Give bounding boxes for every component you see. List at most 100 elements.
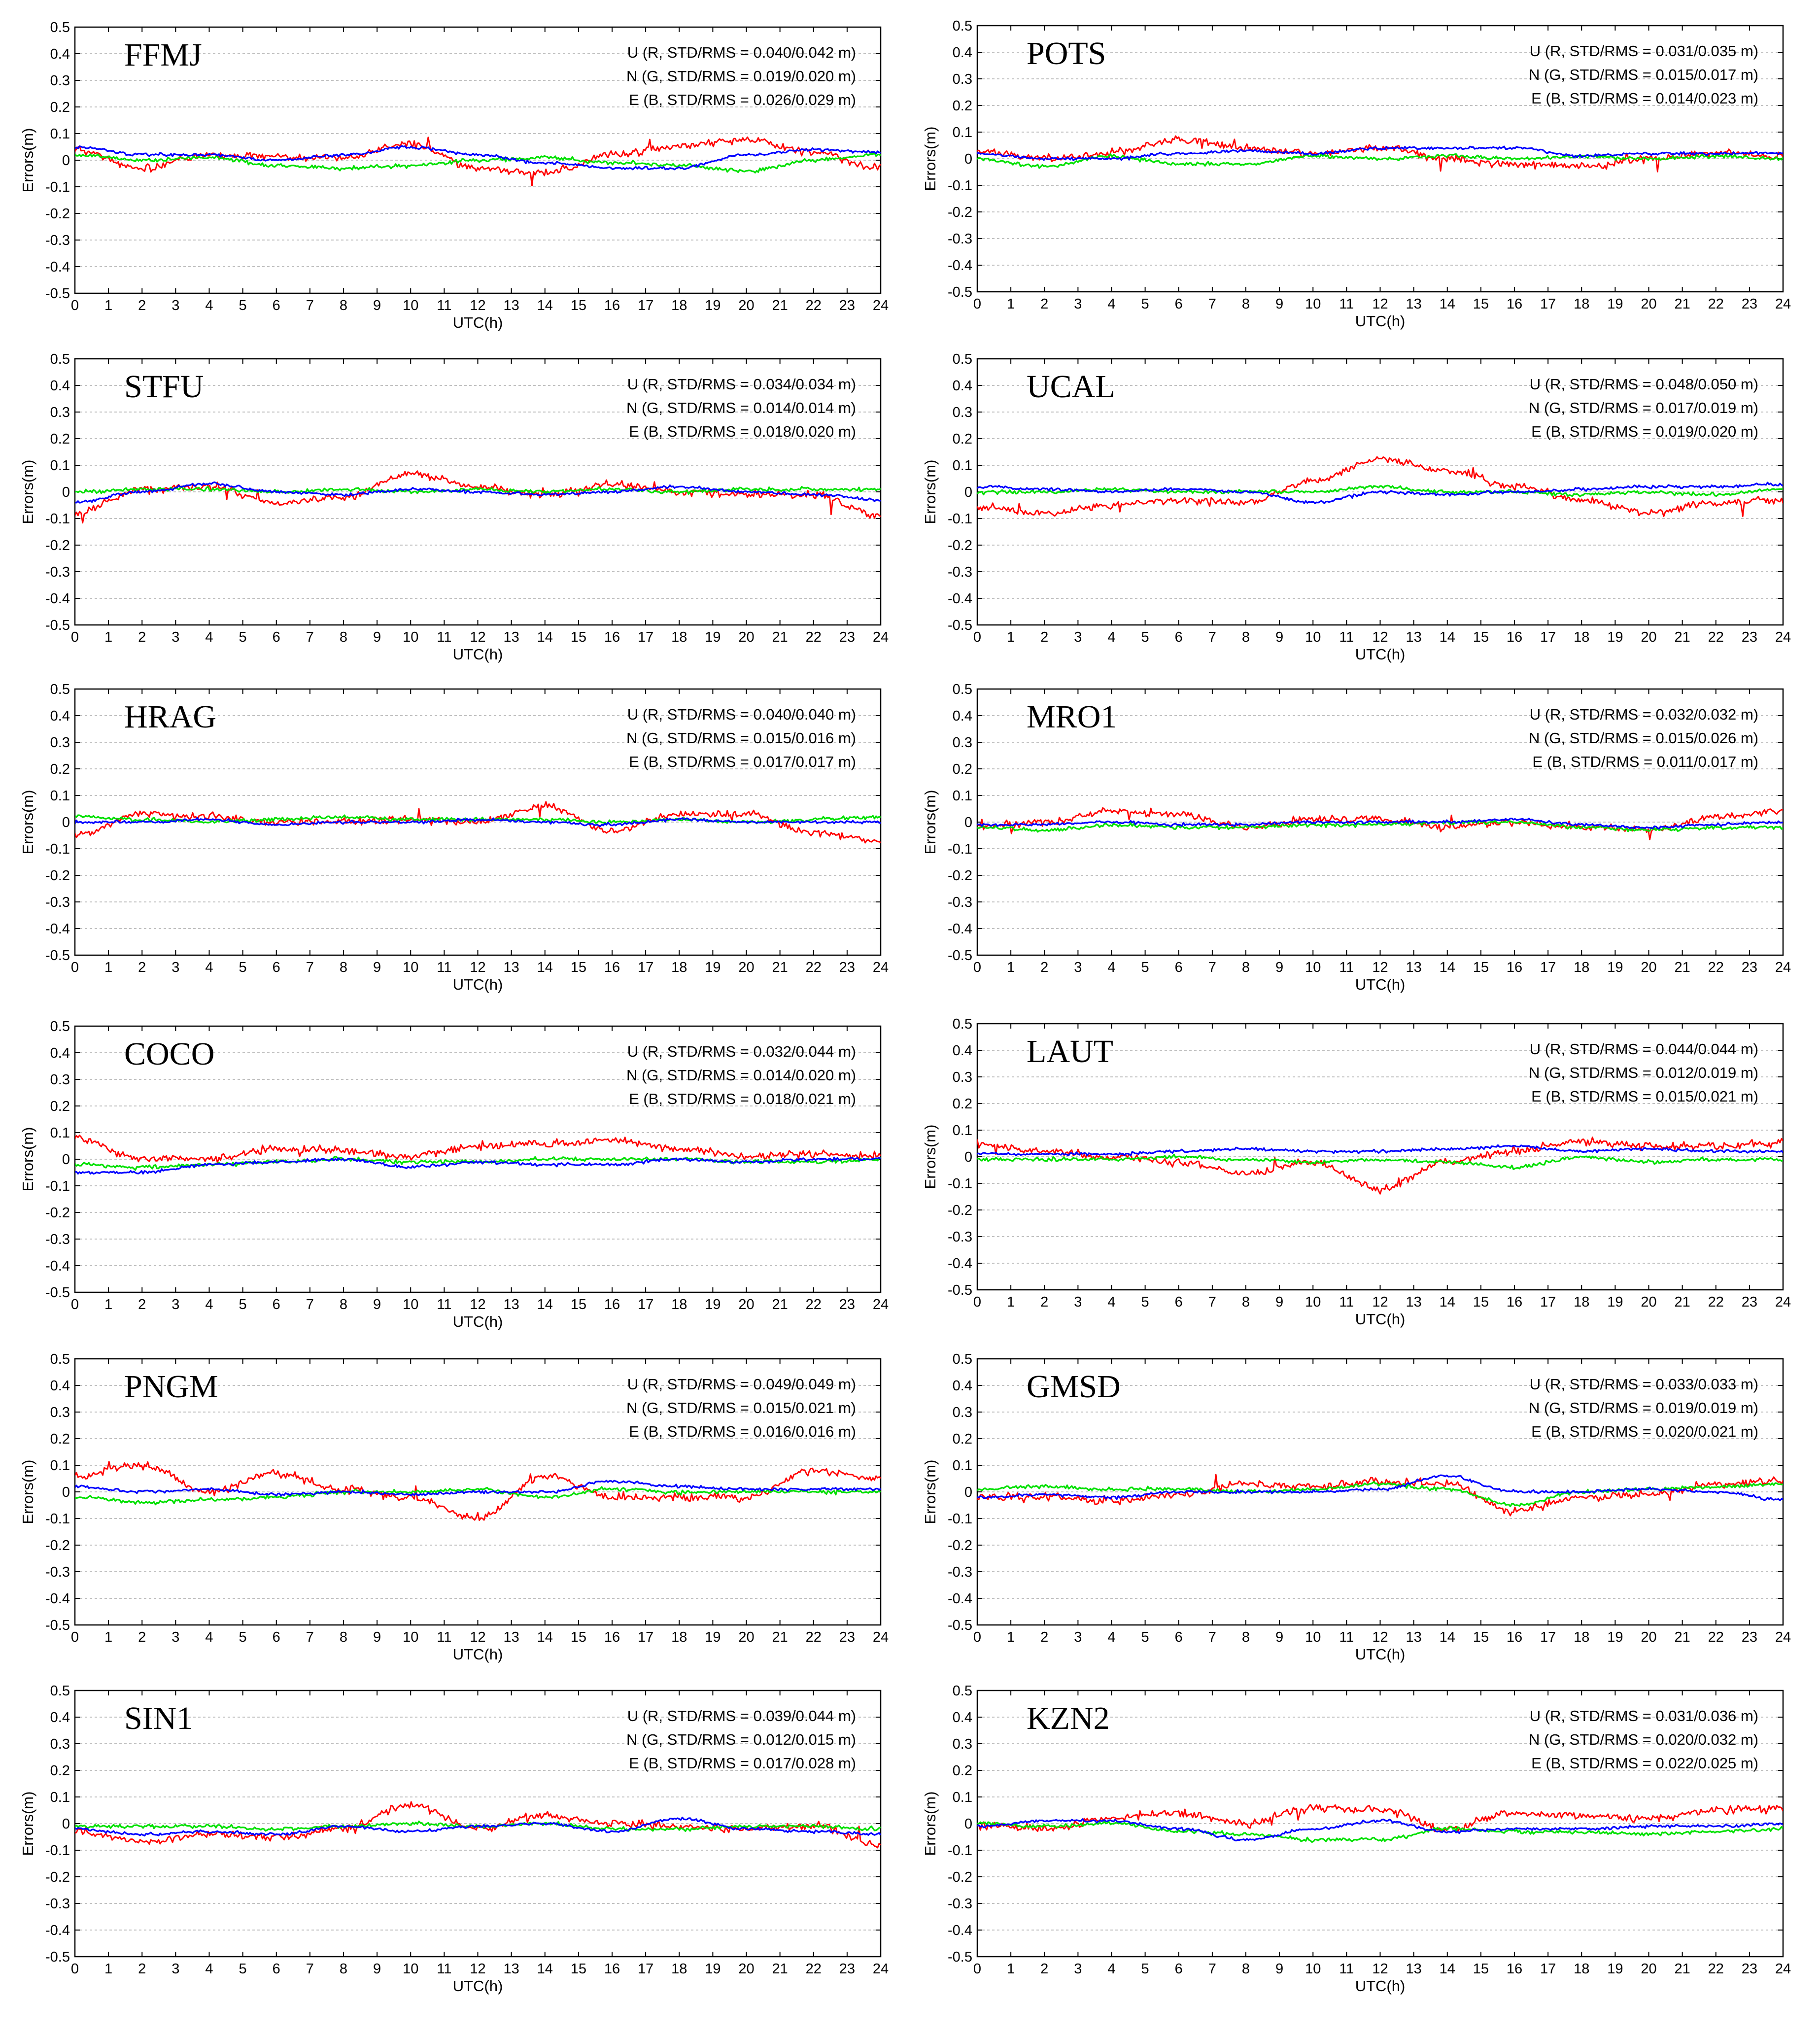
y-tick-label: -0.2 (45, 538, 70, 553)
legend-entry-n: N (G, STD/RMS = 0.019/0.020 m) (626, 68, 856, 85)
x-tick-label: 22 (806, 960, 822, 975)
x-tick-label: 6 (1175, 960, 1183, 975)
x-tick-label: 0 (973, 1961, 981, 1977)
series-line-e (977, 482, 1783, 505)
x-tick-label: 1 (104, 1297, 112, 1312)
y-tick-label: -0.3 (45, 233, 70, 248)
x-tick-label: 8 (1242, 960, 1250, 975)
x-tick-label: 22 (806, 629, 822, 645)
x-tick-label: 9 (1275, 1294, 1283, 1310)
x-tick-label: 17 (1540, 1294, 1556, 1310)
x-tick-label: 3 (1074, 1961, 1082, 1977)
y-tick-label: -0.3 (948, 1229, 972, 1245)
x-tick-label: 10 (1305, 1629, 1321, 1645)
x-tick-label: 5 (239, 629, 247, 645)
y-tick-label: 0.5 (50, 1683, 70, 1699)
x-tick-label: 18 (1574, 1961, 1589, 1977)
x-tick-label: 23 (1742, 1294, 1757, 1310)
y-tick-label: -0.3 (948, 231, 972, 247)
x-tick-label: 12 (470, 1629, 485, 1645)
x-tick-label: 17 (638, 1961, 653, 1977)
y-tick-label: 0.3 (953, 405, 972, 420)
x-tick-label: 17 (638, 1297, 653, 1312)
legend-entry-e: E (B, STD/RMS = 0.018/0.020 m) (629, 423, 856, 440)
series-line-e (75, 1816, 881, 1837)
y-tick-label: 0.4 (953, 1378, 972, 1394)
x-tick-label: 8 (1242, 1294, 1250, 1310)
x-tick-label: 20 (1641, 1294, 1656, 1310)
legend-entry-n: N (G, STD/RMS = 0.015/0.021 m) (626, 1399, 856, 1416)
x-tick-label: 5 (239, 1961, 247, 1977)
series-line-e (977, 145, 1783, 161)
x-tick-label: 16 (604, 1961, 620, 1977)
legend-entry-e: E (B, STD/RMS = 0.018/0.021 m) (629, 1090, 856, 1107)
x-tick-label: 7 (1208, 1961, 1216, 1977)
x-tick-label: 16 (604, 629, 620, 645)
x-tick-label: 6 (273, 1629, 280, 1645)
x-tick-label: 1 (104, 1629, 112, 1645)
y-tick-label: -0.3 (45, 564, 70, 580)
y-tick-label: 0 (964, 1484, 972, 1500)
y-tick-label: 0.5 (953, 1351, 972, 1367)
y-tick-label: -0.5 (45, 948, 70, 964)
y-axis-label: Errors(m) (922, 127, 939, 191)
y-tick-label: 0 (62, 1816, 70, 1832)
x-tick-label: 2 (1040, 1294, 1048, 1310)
y-tick-label: 0.2 (953, 1431, 972, 1447)
x-tick-label: 13 (1406, 960, 1421, 975)
x-tick-label: 14 (1440, 960, 1455, 975)
legend-entry-u: U (R, STD/RMS = 0.040/0.042 m) (627, 44, 856, 61)
x-axis-label: UTC(h) (453, 1977, 503, 1995)
series-group (75, 1461, 881, 1521)
x-tick-label: 8 (340, 1297, 347, 1312)
x-tick-label: 19 (1607, 629, 1623, 645)
x-tick-label: 7 (1208, 960, 1216, 975)
station-label: PNGM (124, 1369, 218, 1405)
y-tick-label: -0.4 (45, 259, 70, 275)
y-tick-label: -0.1 (948, 1511, 972, 1527)
x-tick-label: 11 (437, 629, 451, 645)
legend-entry-u: U (R, STD/RMS = 0.034/0.034 m) (627, 376, 856, 393)
y-tick-label: 0.1 (953, 458, 972, 474)
x-tick-label: 4 (205, 629, 213, 645)
series-line-u (75, 801, 881, 844)
x-tick-label: 21 (1674, 1629, 1690, 1645)
x-tick-label: 21 (1674, 629, 1690, 645)
x-tick-label: 21 (772, 298, 788, 313)
x-tick-label: 9 (373, 629, 381, 645)
y-tick-label: 0.5 (953, 1016, 972, 1032)
x-tick-label: 5 (1141, 1629, 1149, 1645)
legend-entry-u: U (R, STD/RMS = 0.048/0.050 m) (1530, 376, 1758, 393)
y-tick-label: -0.1 (948, 178, 972, 194)
x-tick-label: 0 (71, 1297, 79, 1312)
plot-frame (74, 1690, 882, 1958)
x-tick-label: 5 (1141, 1961, 1149, 1977)
x-tick-label: 3 (172, 1961, 179, 1977)
x-tick-label: 0 (973, 629, 981, 645)
x-tick-label: 9 (373, 298, 381, 313)
x-tick-label: 8 (340, 960, 347, 975)
x-tick-label: 18 (671, 1297, 687, 1312)
y-axis-label: Errors(m) (19, 460, 36, 524)
y-tick-label: -0.4 (948, 258, 972, 274)
panel-hrag: 0.50.40.30.20.10-0.1-0.2-0.3-0.4-0.50 1 2 3… (19, 682, 889, 993)
x-tick-label: 4 (205, 1297, 213, 1312)
x-tick-label: 16 (1507, 1294, 1522, 1310)
y-tick-label: 0.4 (953, 45, 972, 61)
x-tick-label: 15 (571, 298, 586, 313)
x-tick-label: 24 (1775, 1294, 1791, 1310)
y-tick-label: -0.5 (45, 1285, 70, 1301)
x-tick-label: 13 (1406, 1629, 1421, 1645)
y-tick-label: -0.1 (45, 1511, 70, 1527)
x-tick-label: 23 (1742, 296, 1757, 312)
station-label: STFU (124, 369, 204, 405)
x-tick-label: 8 (1242, 1961, 1250, 1977)
x-tick-label: 4 (1107, 960, 1115, 975)
x-tick-label: 18 (1574, 296, 1589, 312)
x-tick-label: 1 (1007, 1294, 1015, 1310)
x-tick-label: 18 (671, 629, 687, 645)
x-tick-label: 0 (71, 960, 79, 975)
x-axis-label: UTC(h) (1355, 1311, 1406, 1328)
x-tick-label: 14 (537, 1629, 553, 1645)
x-tick-label: 20 (738, 960, 754, 975)
